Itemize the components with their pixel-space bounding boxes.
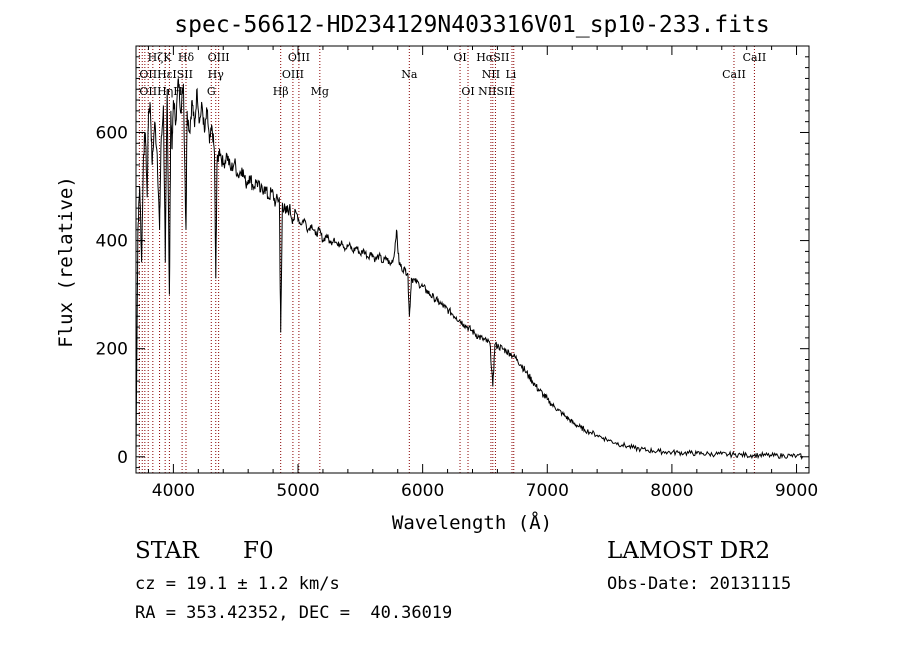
y-axis-label: Flux (relative) bbox=[55, 176, 77, 348]
line-marker-label: NII bbox=[482, 68, 500, 81]
x-tick-label: 9000 bbox=[775, 481, 818, 501]
object-class: STAR bbox=[135, 538, 199, 564]
x-tick-label: 4000 bbox=[152, 481, 195, 501]
line-marker-label: OIII bbox=[282, 68, 304, 81]
x-tick-label: 5000 bbox=[276, 481, 319, 501]
x-tick-label: 6000 bbox=[401, 481, 444, 501]
line-marker-label: OI bbox=[453, 51, 466, 64]
line-marker-label: OI bbox=[461, 85, 474, 98]
line-marker-label: OIII bbox=[288, 51, 310, 64]
spectrum-series bbox=[135, 78, 804, 461]
y-tick-label: 600 bbox=[96, 123, 128, 143]
axis-ticks: 4000 5000 6000 7000 8000 9000 0 200 400 600 bbox=[96, 46, 818, 501]
y-tick-label: 0 bbox=[117, 448, 128, 468]
spectrum-line bbox=[135, 78, 804, 461]
line-marker-label: Hγ bbox=[208, 68, 225, 81]
plot-frame bbox=[135, 45, 810, 474]
line-marker-label: CaII bbox=[722, 68, 746, 81]
line-marker-label: OIII bbox=[208, 51, 230, 64]
line-marker-label: Hβ bbox=[273, 85, 289, 98]
x-tick-label: 8000 bbox=[650, 481, 693, 501]
y-tick-label: 400 bbox=[96, 232, 128, 252]
redshift-cz: cz = 19.1 ± 1.2 km/s bbox=[135, 574, 340, 594]
ra-dec-coordinates: RA = 353.42352, DEC = 40.36019 bbox=[135, 603, 453, 623]
survey-name: LAMOST DR2 bbox=[607, 538, 771, 564]
line-marker-label: G bbox=[207, 85, 216, 98]
y-tick-label: 200 bbox=[96, 340, 128, 360]
line-markers: HζK Hδ OIII OIII OI HαSII CaII OIIHεISII Hγ OIII N… bbox=[138, 46, 767, 473]
line-marker-label: OIIHηH bbox=[139, 85, 182, 98]
line-marker-label: HαSII bbox=[476, 51, 509, 64]
line-marker-label: OIIHεISII bbox=[139, 68, 193, 81]
object-subclass: F0 bbox=[243, 538, 274, 564]
line-marker-label: CaII bbox=[743, 51, 767, 64]
x-tick-label: 7000 bbox=[526, 481, 569, 501]
line-marker-label: Na bbox=[401, 68, 418, 81]
line-marker-label: HζK bbox=[148, 51, 173, 64]
chart-title: spec-56612-HD234129N403316V01_sp10-233.f… bbox=[174, 12, 769, 38]
x-axis-label: Wavelength (Å) bbox=[392, 511, 552, 534]
line-marker-label: Hδ bbox=[178, 51, 195, 64]
observation-date: Obs-Date: 20131115 bbox=[607, 574, 792, 594]
line-marker-label: Mg bbox=[311, 85, 329, 98]
line-marker-label: Li bbox=[505, 68, 516, 81]
line-marker-label: NIISII bbox=[478, 85, 513, 98]
